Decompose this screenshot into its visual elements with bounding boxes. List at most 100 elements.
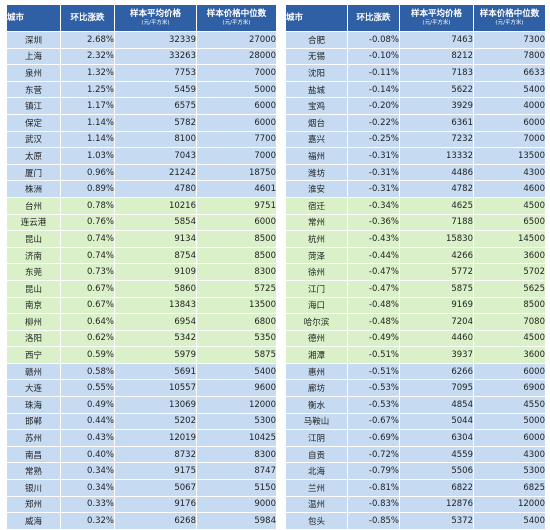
table-row: 湘潭 -0.51% 3937 3600 [285,346,546,364]
avg-price-cell: 5459 [114,80,197,99]
avg-price-cell: 7095 [399,379,474,398]
city-cell: 泉州 [6,64,61,82]
change-cell: 0.96% [60,163,115,182]
median-price-cell: 13500 [473,147,546,165]
change-cell: -0.53% [347,379,400,398]
median-price-cell: 8747 [196,462,277,481]
change-cell: 0.55% [60,379,115,398]
left-table-body: 深圳 2.68% 32339 27000 上海 2.32% 33263 28000 泉州 1.32… [6,31,277,530]
table-row: 烟台 -0.22% 6361 6000 [285,113,546,132]
table-row: 合肥 -0.08% 7463 7300 [285,31,546,49]
avg-price-cell: 5979 [114,346,197,364]
avg-price-cell: 12876 [399,495,474,514]
change-cell: -0.47% [347,263,400,281]
table-row: 台州 0.78% 10216 9751 [6,196,277,215]
change-cell: 1.14% [60,130,115,149]
change-cell: 0.73% [60,263,115,281]
table-row: 柳州 0.64% 6954 6800 [6,313,277,331]
avg-price-cell: 7753 [114,64,197,82]
header-city: 城市 [6,4,61,32]
median-price-cell: 7000 [196,64,277,82]
change-cell: -0.72% [347,445,400,464]
city-cell: 杭州 [285,230,348,248]
city-cell: 淮安 [285,180,348,198]
city-cell: 江门 [285,279,348,298]
left-price-table: 城市 环比涨跌 样本平均价格 (元/平方米) 样本价格中位数 (元/平方米) 深… [6,4,277,530]
change-cell: -0.79% [347,462,400,481]
median-price-cell: 5350 [196,329,277,348]
change-cell: 0.40% [60,445,115,464]
avg-price-cell: 5342 [114,329,197,348]
change-cell: 0.67% [60,296,115,315]
median-price-cell: 4601 [196,180,277,198]
median-price-cell: 5725 [196,279,277,298]
change-cell: -0.20% [347,97,400,115]
change-cell: 0.64% [60,313,115,331]
avg-price-cell: 6361 [399,113,474,132]
avg-price-cell: 5622 [399,80,474,99]
median-price-cell: 10425 [196,429,277,447]
table-row: 菏泽 -0.44% 4266 3600 [285,246,546,265]
change-cell: -0.22% [347,113,400,132]
city-cell: 苏州 [6,429,61,447]
median-price-cell: 12000 [196,396,277,414]
change-cell: -0.49% [347,329,400,348]
median-price-cell: 9751 [196,196,277,215]
header-median-label: 样本价格中位数 [206,9,267,19]
header-avg-price: 样本平均价格 (元/平方米) [114,4,197,32]
median-price-cell: 14500 [473,230,546,248]
change-cell: 0.74% [60,230,115,248]
change-cell: 1.25% [60,80,115,99]
right-table-body: 合肥 -0.08% 7463 7300 无锡 -0.10% 8212 7800 沈阳 -0.11%… [285,31,546,530]
avg-price-cell: 8212 [399,47,474,66]
avg-price-cell: 5372 [399,512,474,530]
city-cell: 昆山 [6,230,61,248]
avg-price-cell: 5691 [114,362,197,381]
header-change: 环比涨跌 [60,4,115,32]
city-cell: 镇江 [6,97,61,115]
change-cell: -0.31% [347,180,400,198]
median-price-cell: 18750 [196,163,277,182]
median-price-cell: 5984 [196,512,277,530]
avg-price-cell: 15830 [399,230,474,248]
header-avg-label: 样本平均价格 [410,9,462,19]
city-cell: 德州 [285,329,348,348]
city-cell: 徐州 [285,263,348,281]
table-row: 洛阳 0.62% 5342 5350 [6,329,277,348]
avg-price-cell: 4782 [399,180,474,198]
table-row: 杭州 -0.43% 15830 14500 [285,230,546,248]
city-cell: 廊坊 [285,379,348,398]
table-row: 上海 2.32% 33263 28000 [6,47,277,66]
city-cell: 宿迁 [285,196,348,215]
change-cell: -0.81% [347,479,400,497]
avg-price-cell: 4486 [399,163,474,182]
table-row: 宿迁 -0.34% 4625 4500 [285,196,546,215]
change-cell: -0.85% [347,512,400,530]
table-row: 镇江 1.17% 6575 6000 [6,97,277,115]
change-cell: -0.47% [347,279,400,298]
change-cell: 1.17% [60,97,115,115]
change-cell: -0.14% [347,80,400,99]
table-row: 南昌 0.40% 8732 8300 [6,445,277,464]
change-cell: -0.10% [347,47,400,66]
city-cell: 江阴 [285,429,348,447]
table-row: 徐州 -0.47% 5772 5702 [285,263,546,281]
median-price-cell: 6825 [473,479,546,497]
avg-price-cell: 7183 [399,64,474,82]
city-cell: 衡水 [285,396,348,414]
table-row: 江门 -0.47% 5875 5625 [285,279,546,298]
avg-price-cell: 6266 [399,362,474,381]
table-row: 常熟 0.34% 9175 8747 [6,462,277,481]
table-row: 郑州 0.33% 9176 9000 [6,495,277,514]
left-header-row: 城市 环比涨跌 样本平均价格 (元/平方米) 样本价格中位数 (元/平方米) [6,4,277,32]
header-median-price: 样本价格中位数 (元/平方米) [196,4,277,32]
city-cell: 南昌 [6,445,61,464]
table-row: 株洲 0.89% 4780 4601 [6,180,277,198]
table-row: 包头 -0.85% 5372 5400 [285,512,546,530]
price-change-tables: 城市 环比涨跌 样本平均价格 (元/平方米) 样本价格中位数 (元/平方米) 深… [6,4,546,530]
change-cell: 1.32% [60,64,115,82]
table-row: 盐城 -0.14% 5622 5400 [285,80,546,99]
median-price-cell: 3600 [473,346,546,364]
median-price-cell: 7080 [473,313,546,331]
change-cell: 0.33% [60,495,115,514]
